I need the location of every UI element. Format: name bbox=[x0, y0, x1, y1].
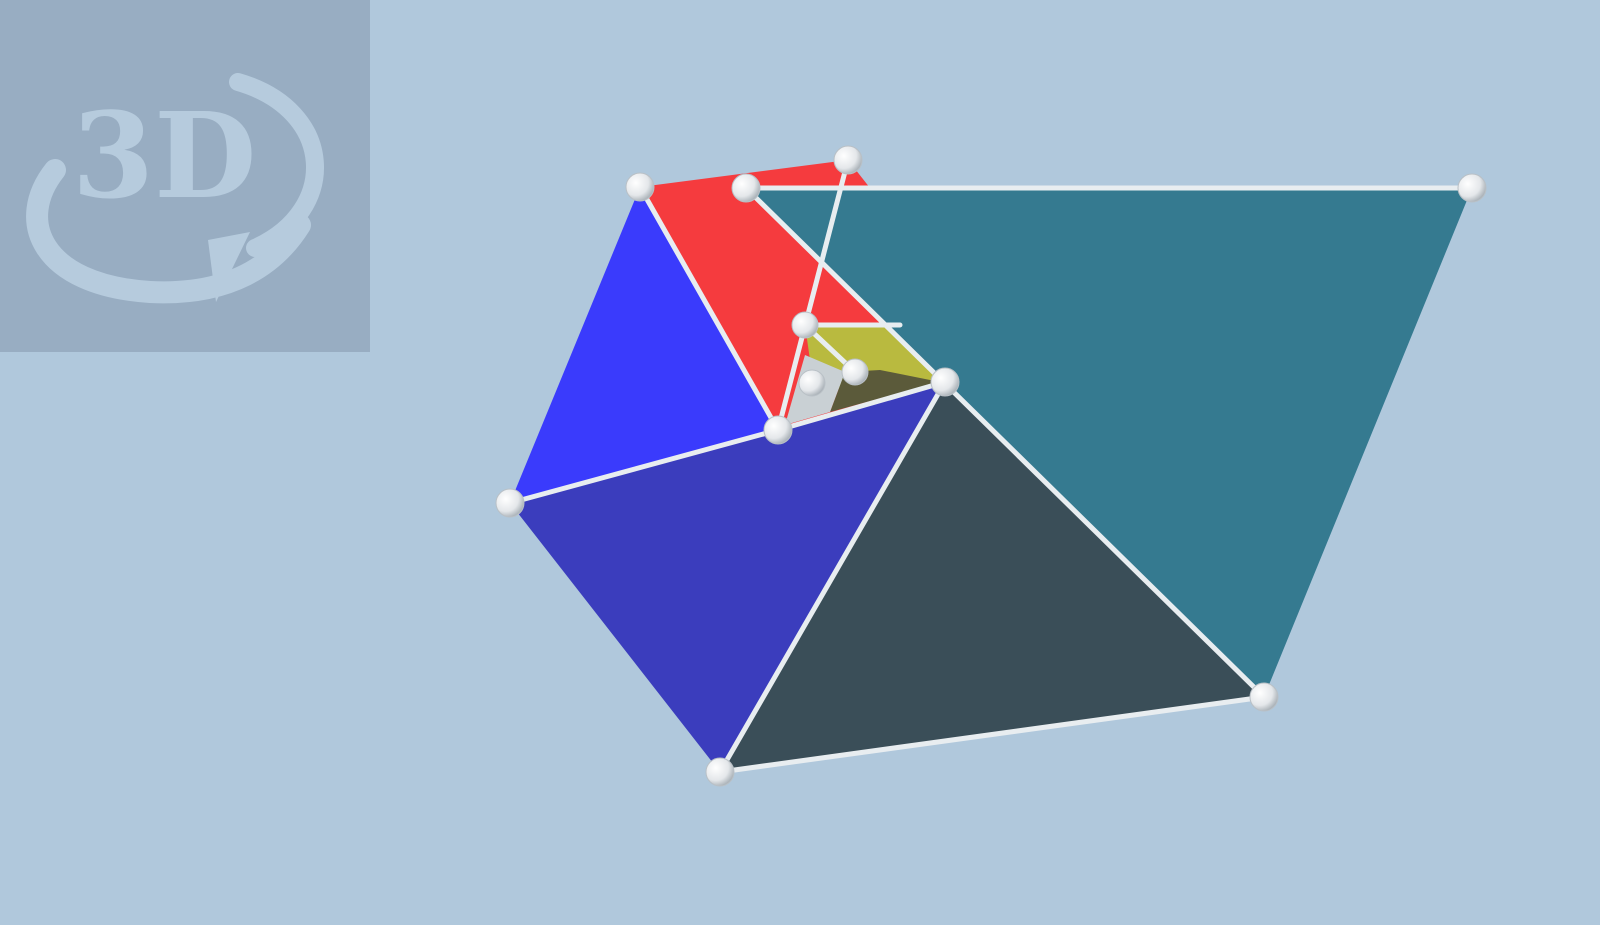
vertex[interactable] bbox=[931, 368, 959, 396]
vertex[interactable] bbox=[626, 173, 654, 201]
vertex[interactable] bbox=[842, 359, 868, 385]
vertex[interactable] bbox=[792, 312, 818, 338]
vertex[interactable] bbox=[1250, 683, 1278, 711]
vertex[interactable] bbox=[799, 370, 825, 396]
vertex[interactable] bbox=[496, 489, 524, 517]
vertex[interactable] bbox=[706, 758, 734, 786]
vertex[interactable] bbox=[732, 174, 760, 202]
vertex[interactable] bbox=[764, 416, 792, 444]
vertex[interactable] bbox=[1458, 174, 1486, 202]
vertex[interactable] bbox=[834, 146, 862, 174]
